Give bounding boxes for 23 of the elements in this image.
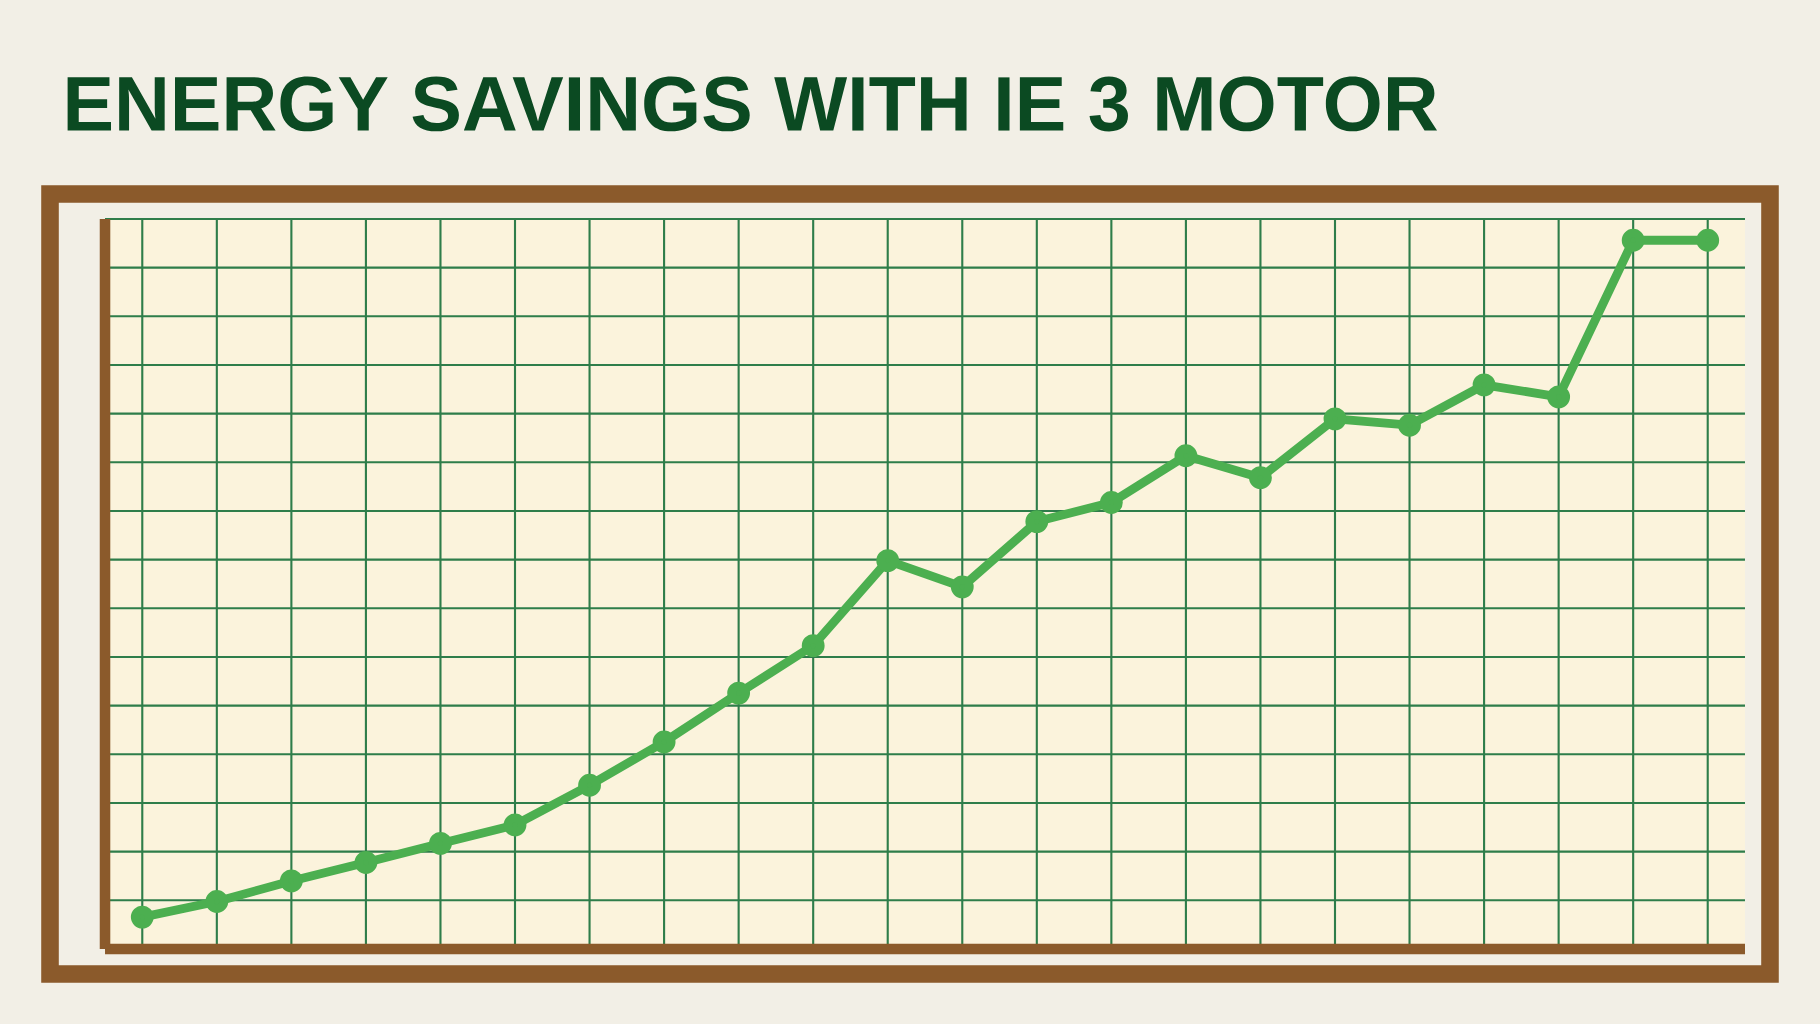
point: [801, 634, 825, 658]
point: [205, 890, 229, 913]
point: [354, 851, 378, 874]
point: [429, 831, 452, 855]
point: [1398, 413, 1421, 437]
point: [1174, 444, 1198, 468]
point: [1547, 385, 1571, 409]
point: [652, 730, 676, 754]
point: [503, 813, 527, 837]
point: [279, 869, 303, 893]
chart-title: ENERGY SAVINGS WITH IE 3 MOTOR: [67, 76, 1438, 132]
point: [1099, 491, 1123, 514]
point: [578, 773, 601, 797]
point: [1472, 373, 1496, 397]
point: [1621, 228, 1645, 252]
point: [950, 575, 974, 599]
point: [1249, 466, 1272, 490]
point: [1025, 510, 1049, 534]
point: [1696, 228, 1720, 252]
point: [130, 905, 154, 929]
point: [1323, 407, 1347, 431]
point: [876, 549, 900, 573]
point: [727, 681, 751, 705]
